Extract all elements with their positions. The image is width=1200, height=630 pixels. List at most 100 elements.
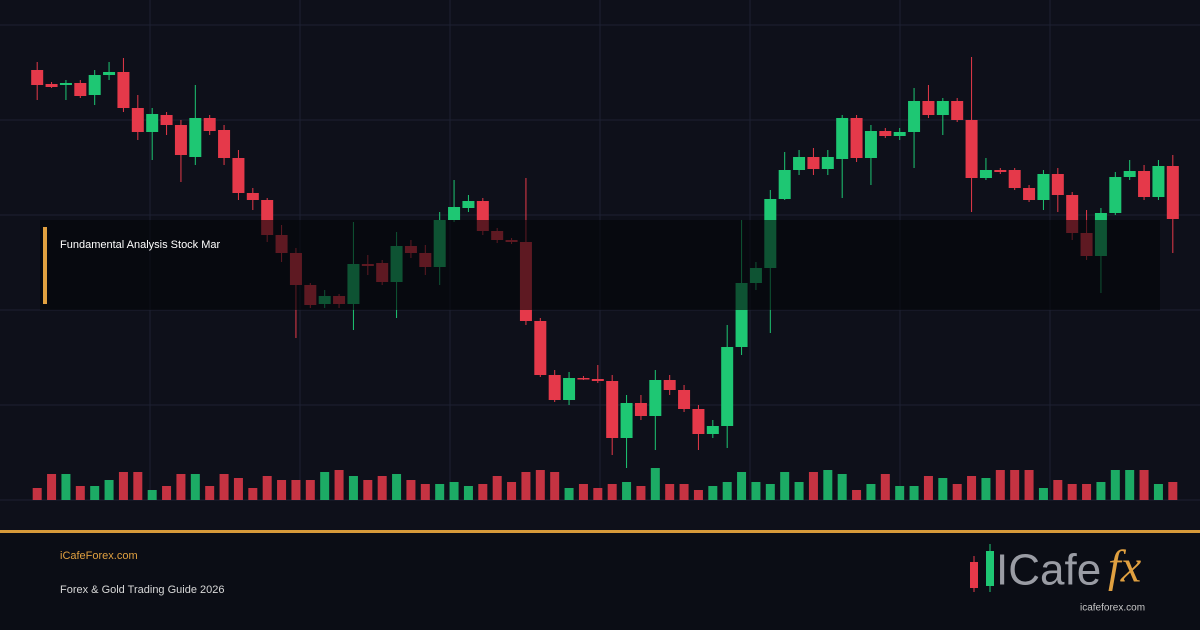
candle-body <box>534 321 547 375</box>
volume-bar <box>607 484 617 500</box>
candle-body <box>88 75 101 95</box>
candle-body <box>189 118 202 157</box>
volume-bar <box>219 474 229 500</box>
volume-bar <box>794 482 804 500</box>
overlay-accent <box>43 227 47 304</box>
candle-body <box>1008 170 1021 188</box>
volume-bar <box>32 488 42 500</box>
volume-bar <box>205 486 215 500</box>
volume-bar <box>305 480 315 500</box>
volume-bar <box>679 484 689 500</box>
volume-bar <box>550 472 560 500</box>
candle-body <box>850 118 863 158</box>
volume-bar <box>277 480 287 500</box>
volume-bar <box>967 476 977 500</box>
candle-body <box>864 131 877 158</box>
volume-bar <box>1168 482 1178 500</box>
candle-body <box>879 131 892 136</box>
volume-bar <box>334 470 344 500</box>
volume-bar <box>622 482 632 500</box>
candle-body <box>160 115 173 125</box>
candle-body <box>218 130 231 158</box>
volume-bar <box>780 472 790 500</box>
candle-body <box>174 125 187 155</box>
candle-body <box>951 101 964 120</box>
volume-bar <box>492 476 502 500</box>
candle-body <box>634 403 647 416</box>
volume-bar <box>233 478 243 500</box>
volume-bar <box>190 474 200 500</box>
candle-body <box>103 72 116 75</box>
logo-accent: fx <box>1108 541 1142 592</box>
volume-bar <box>1110 470 1120 500</box>
volume-bar <box>708 486 718 500</box>
volume-bar <box>463 486 473 500</box>
candle-body <box>692 409 705 434</box>
volume-bar <box>392 474 402 500</box>
volume-bar <box>420 484 430 500</box>
volume-bar <box>435 484 445 500</box>
volume-bar <box>995 470 1005 500</box>
volume-bar <box>823 470 833 500</box>
volume-bar <box>176 474 186 500</box>
volume-bar <box>449 482 459 500</box>
volume-bar <box>952 484 962 500</box>
volume-bar <box>118 472 128 500</box>
candle-body <box>1152 166 1165 197</box>
candle-body <box>232 158 245 193</box>
candle-body <box>131 108 144 132</box>
footer <box>0 533 1200 630</box>
footer-tagline: Forex & Gold Trading Guide 2026 <box>60 584 224 596</box>
volume-bar <box>909 486 919 500</box>
volume-bar <box>1125 470 1135 500</box>
candle-body <box>448 207 461 220</box>
overlay-title: Fundamental Analysis Stock Mar <box>60 239 221 251</box>
volume-bar <box>1038 488 1048 500</box>
volume-bar <box>852 490 862 500</box>
candle-body <box>893 132 906 136</box>
candle-body <box>979 170 992 178</box>
volume-bar <box>938 478 948 500</box>
volume-bar <box>880 474 890 500</box>
volume-bar <box>1139 470 1149 500</box>
candle-body <box>117 72 130 108</box>
volume-bar <box>262 476 272 500</box>
volume-bar <box>521 472 531 500</box>
volume-bar <box>981 478 991 500</box>
volume-bar <box>1082 484 1092 500</box>
volume-bar <box>1153 484 1163 500</box>
volume-bar <box>147 490 157 500</box>
candle-body <box>591 379 604 381</box>
logo-icon-candle <box>986 551 994 586</box>
candle-body <box>922 101 935 115</box>
volume-bar <box>162 486 172 500</box>
volume-bar <box>1096 482 1106 500</box>
candle-body <box>936 101 949 115</box>
volume-bar <box>248 488 258 500</box>
volume-bar <box>320 472 330 500</box>
volume-bar <box>693 490 703 500</box>
candle-body <box>965 120 978 178</box>
logo-icon-candle <box>970 562 978 588</box>
volume-bar <box>1053 480 1063 500</box>
candle-body <box>678 390 691 409</box>
candle-body <box>1123 171 1136 177</box>
logo-name: ICafe <box>996 546 1101 595</box>
candle-body <box>778 170 791 199</box>
candle-body <box>620 403 633 438</box>
volume-bar <box>665 484 675 500</box>
candle-body <box>821 157 834 169</box>
volume-bar <box>291 480 301 500</box>
volume-bar <box>535 470 545 500</box>
candle-body <box>836 118 849 159</box>
candle-body <box>59 83 72 85</box>
candle-body <box>908 101 921 132</box>
volume-bar <box>507 482 517 500</box>
volume-bar <box>478 484 488 500</box>
volume-bar <box>722 482 732 500</box>
candle-body <box>203 118 216 131</box>
candle-body <box>563 378 576 400</box>
candle-body <box>74 83 87 96</box>
volume-bar <box>1067 484 1077 500</box>
